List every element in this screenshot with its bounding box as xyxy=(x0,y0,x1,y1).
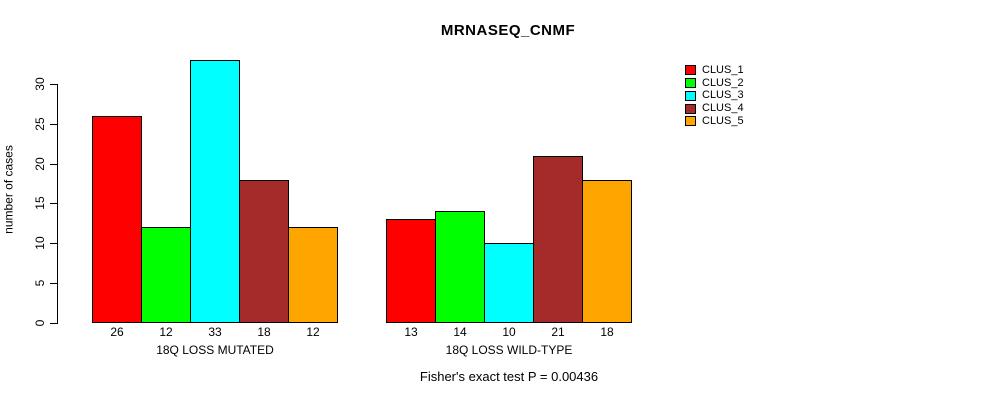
chart-title: MRNASEQ_CNMF xyxy=(440,22,576,39)
bar-clus_1-group1 xyxy=(92,116,142,323)
bar-clus_4-group1 xyxy=(239,180,289,323)
y-axis-tick-label: 20 xyxy=(33,156,47,171)
y-axis-tick xyxy=(50,203,57,205)
bar-clus_5-group1 xyxy=(288,227,338,323)
bar-clus_2-group1 xyxy=(141,227,191,323)
footnote-text: Fisher's exact test P = 0.00436 xyxy=(419,369,599,384)
y-axis-tick xyxy=(50,243,57,245)
bar-clus_1-group2 xyxy=(386,219,436,323)
legend-swatch-clus_5 xyxy=(685,116,696,127)
legend-swatch-clus_1 xyxy=(685,65,696,76)
y-axis-tick-label: 0 xyxy=(33,319,47,327)
legend: CLUS_1 CLUS_2 CLUS_3 CLUS_4 CLUS_5 xyxy=(685,64,744,128)
legend-item: CLUS_1 xyxy=(685,64,744,77)
bar-clus_5-group2 xyxy=(582,180,632,323)
legend-label: CLUS_5 xyxy=(702,114,744,127)
legend-label: CLUS_1 xyxy=(702,63,744,76)
bar-clus_4-group2 xyxy=(533,156,583,323)
group-label: 18Q LOSS WILD-TYPE xyxy=(445,343,573,357)
legend-label: CLUS_4 xyxy=(702,102,744,115)
bar-value-label: 18 xyxy=(257,325,271,339)
y-axis-tick-label: 25 xyxy=(33,117,47,131)
y-axis-tick-label: 15 xyxy=(33,196,47,211)
bar-value-label: 18 xyxy=(600,325,614,339)
y-axis-title: number of cases xyxy=(1,145,16,234)
legend-swatch-clus_4 xyxy=(685,103,696,114)
legend-swatch-clus_2 xyxy=(685,78,696,89)
legend-label: CLUS_3 xyxy=(702,89,744,102)
y-axis-tick xyxy=(50,83,57,85)
legend-label: CLUS_2 xyxy=(702,76,744,89)
bar-value-label: 12 xyxy=(306,325,320,339)
y-axis-tick-label: 5 xyxy=(33,279,47,287)
bar-value-label: 21 xyxy=(551,325,565,339)
y-axis-tick xyxy=(50,283,57,285)
bar-clus_3-group1 xyxy=(190,60,240,323)
legend-item: CLUS_3 xyxy=(685,90,744,103)
y-axis-tick xyxy=(50,163,57,165)
y-axis-tick xyxy=(50,123,57,125)
bar-clus_2-group2 xyxy=(435,211,485,323)
bar-value-label: 26 xyxy=(110,325,124,339)
bar-value-label: 14 xyxy=(453,325,467,339)
bar-value-label: 13 xyxy=(404,325,418,339)
group-label: 18Q LOSS MUTATED xyxy=(156,343,274,357)
bar-clus_3-group2 xyxy=(484,243,534,323)
y-axis-line xyxy=(57,83,58,324)
y-axis-tick xyxy=(50,323,57,324)
y-axis-tick-label: 10 xyxy=(33,236,47,251)
bar-value-label: 33 xyxy=(208,325,222,339)
legend-item: CLUS_2 xyxy=(685,77,744,90)
legend-item: CLUS_4 xyxy=(685,102,744,115)
legend-swatch-clus_3 xyxy=(685,90,696,101)
legend-item: CLUS_5 xyxy=(685,115,744,128)
y-axis-tick-label: 30 xyxy=(33,77,47,91)
bar-value-label: 10 xyxy=(502,325,516,339)
bar-value-label: 12 xyxy=(159,325,173,339)
